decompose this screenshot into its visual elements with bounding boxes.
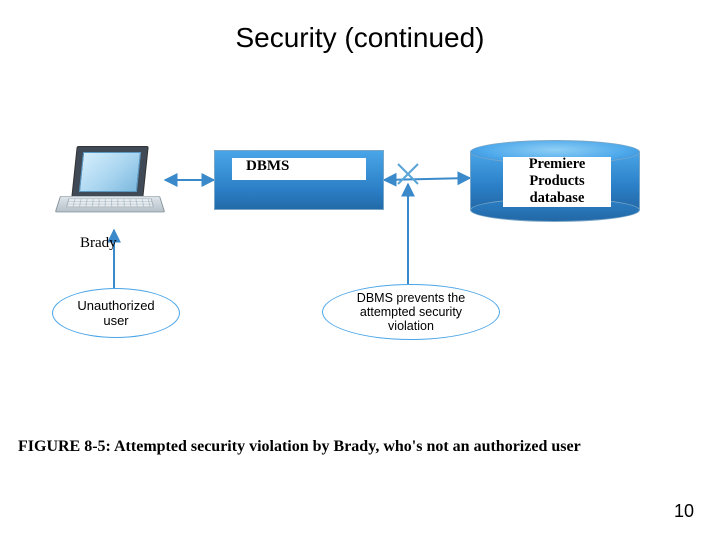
unauthorized-ellipse: Unauthorized user [52, 288, 180, 338]
diagram-area: Brady DBMS Premiere Products database Un… [0, 90, 720, 390]
database-label-line2: Products [529, 173, 584, 189]
edge-dbms-db [384, 178, 470, 180]
page-number: 10 [674, 501, 694, 522]
prevents-line2: attempted security [360, 305, 462, 319]
slide-title: Security (continued) [0, 22, 720, 54]
laptop-base [55, 196, 165, 212]
dbms-label: DBMS [232, 158, 366, 175]
database-label: Premiere Products database [503, 156, 611, 207]
laptop-screen [79, 152, 141, 192]
figure-caption: FIGURE 8-5: Attempted security violation… [18, 438, 702, 456]
prevents-ellipse: DBMS prevents the attempted security vio… [322, 284, 500, 340]
database-label-line1: Premiere [529, 156, 586, 172]
laptop-icon [60, 146, 165, 226]
block-x-icon [398, 164, 418, 184]
database-label-line3: database [530, 190, 585, 206]
laptop-keyboard [66, 199, 154, 208]
laptop-label: Brady [80, 235, 117, 252]
prevents-line3: violation [388, 319, 434, 333]
prevents-line1: DBMS prevents the [357, 291, 465, 305]
unauthorized-line1: Unauthorized [77, 298, 154, 313]
laptop-screen-frame [71, 146, 148, 198]
unauthorized-line2: user [103, 313, 128, 328]
